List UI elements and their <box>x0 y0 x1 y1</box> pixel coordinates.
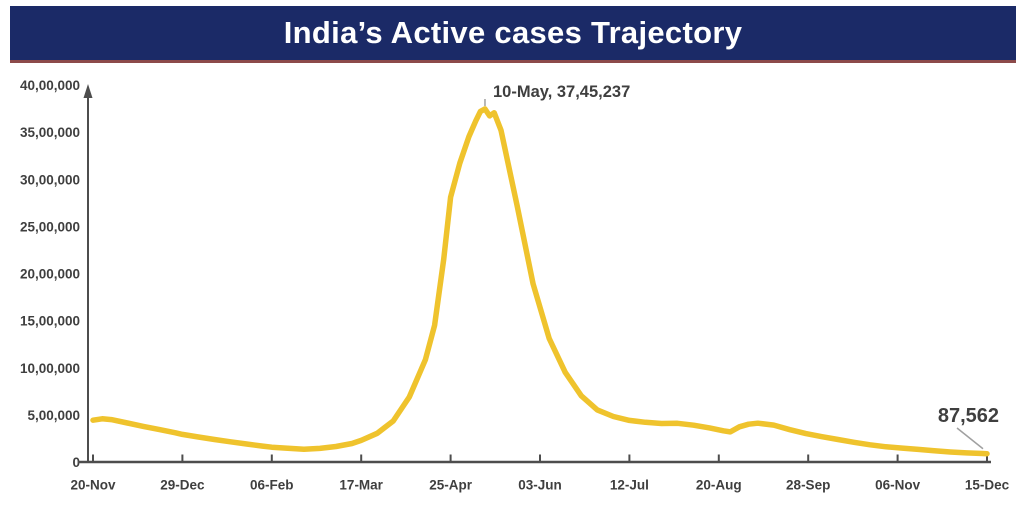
x-tick-label: 15-Dec <box>965 478 1010 493</box>
x-tick-label: 20-Aug <box>696 478 742 493</box>
y-tick-label: 30,00,000 <box>20 172 80 187</box>
x-tick-label: 06-Feb <box>250 478 294 493</box>
x-tick-label: 28-Sep <box>786 478 830 493</box>
x-tick-label: 29-Dec <box>160 478 205 493</box>
y-tick-label: 5,00,000 <box>27 408 80 423</box>
y-tick-label: 25,00,000 <box>20 219 80 234</box>
x-tick-label: 20-Nov <box>70 478 116 493</box>
y-tick-label: 40,00,000 <box>20 78 80 93</box>
chart-title: India’s Active cases Trajectory <box>283 15 743 50</box>
y-tick-label: 15,00,000 <box>20 314 80 329</box>
y-axis-arrowhead <box>83 84 93 98</box>
x-tick-label: 06-Nov <box>875 478 921 493</box>
title-banner: India’s Active cases Trajectory <box>10 6 1016 63</box>
active-cases-series-line <box>90 106 990 457</box>
x-tick-label: 03-Jun <box>518 478 562 493</box>
y-tick-label: 10,00,000 <box>20 361 80 376</box>
y-tick-label: 0 <box>72 455 80 470</box>
y-tick-label: 20,00,000 <box>20 267 80 282</box>
x-tick-label: 12-Jul <box>610 478 649 493</box>
x-tick-label: 17-Mar <box>339 478 383 493</box>
x-tick-label: 25-Apr <box>429 478 473 493</box>
latest-annotation-label: 87,562 <box>938 405 999 427</box>
latest-leader-line <box>956 427 984 450</box>
peak-annotation-label: 10-May, 37,45,237 <box>493 83 630 101</box>
y-tick-label: 35,00,000 <box>20 125 80 140</box>
